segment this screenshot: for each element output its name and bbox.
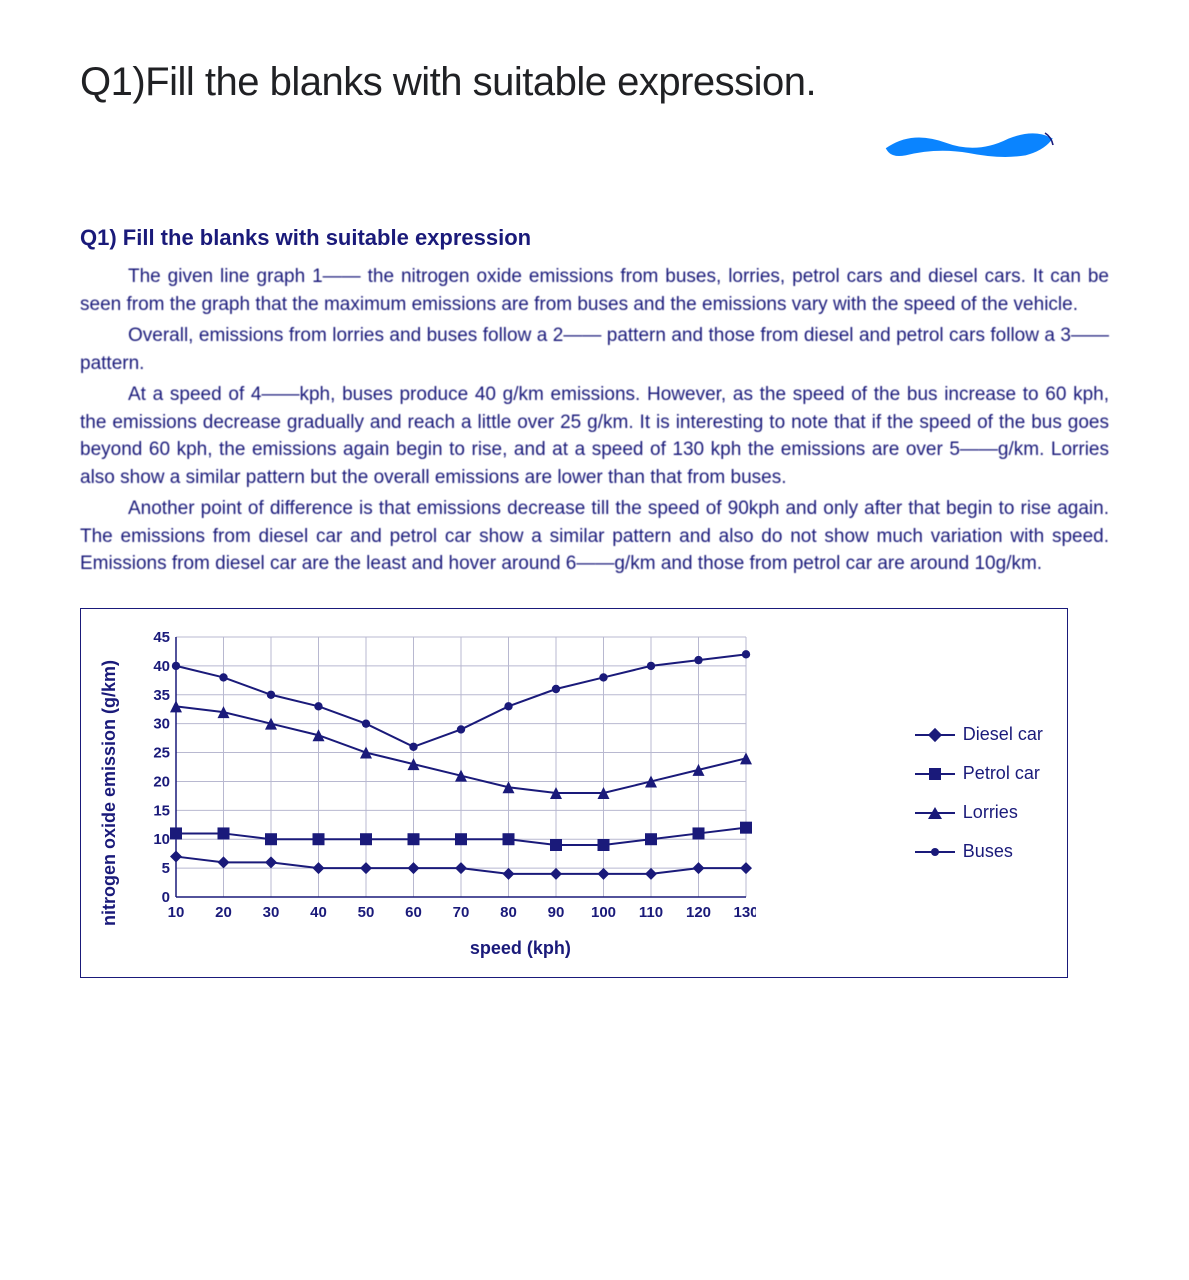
- triangle-icon: [915, 812, 955, 814]
- svg-text:30: 30: [263, 904, 280, 921]
- svg-text:35: 35: [153, 687, 170, 704]
- svg-text:30: 30: [153, 716, 170, 733]
- question-heading: Q1) Fill the blanks with suitable expres…: [80, 225, 1109, 251]
- legend-diesel: Diesel car: [915, 724, 1043, 745]
- page-title: Q1)Fill the blanks with suitable express…: [80, 60, 1109, 105]
- svg-text:20: 20: [215, 904, 232, 921]
- svg-text:10: 10: [168, 904, 185, 921]
- question-body: The given line graph 1—— the nitrogen ox…: [80, 263, 1109, 578]
- svg-text:80: 80: [500, 904, 517, 921]
- svg-text:60: 60: [405, 904, 422, 921]
- dot-icon: [915, 851, 955, 853]
- paragraph-1: The given line graph 1—— the nitrogen ox…: [80, 263, 1109, 318]
- legend-lorries: Lorries: [915, 802, 1043, 823]
- square-icon: [915, 773, 955, 775]
- svg-text:90: 90: [548, 904, 565, 921]
- svg-text:5: 5: [162, 860, 170, 877]
- svg-text:130: 130: [733, 904, 756, 921]
- legend-label: Lorries: [963, 802, 1018, 823]
- svg-text:40: 40: [310, 904, 327, 921]
- legend-buses: Buses: [915, 841, 1043, 862]
- diamond-icon: [915, 734, 955, 736]
- svg-text:25: 25: [153, 745, 170, 762]
- chart-legend: Diesel car Petrol car Lorries Buses: [915, 724, 1043, 862]
- svg-text:40: 40: [153, 658, 170, 675]
- legend-petrol: Petrol car: [915, 763, 1043, 784]
- emissions-chart: nitrogen oxide emission (g/km) 051015202…: [80, 608, 1068, 978]
- x-axis-label: speed (kph): [136, 938, 905, 959]
- legend-label: Diesel car: [963, 724, 1043, 745]
- svg-text:10: 10: [153, 831, 170, 848]
- svg-text:15: 15: [153, 802, 170, 819]
- svg-text:120: 120: [686, 904, 711, 921]
- legend-label: Buses: [963, 841, 1013, 862]
- y-axis-label: nitrogen oxide emission (g/km): [99, 660, 120, 926]
- paragraph-4: Another point of difference is that emis…: [80, 495, 1109, 578]
- paragraph-3: At a speed of 4——kph, buses produce 40 g…: [80, 381, 1109, 491]
- svg-text:50: 50: [358, 904, 375, 921]
- svg-text:45: 45: [153, 629, 170, 646]
- line-chart-svg: 0510152025303540451020304050607080901001…: [136, 627, 756, 927]
- annotation-scribble: [80, 125, 1109, 165]
- svg-text:70: 70: [453, 904, 470, 921]
- svg-text:110: 110: [639, 904, 663, 921]
- svg-text:100: 100: [591, 904, 616, 921]
- svg-text:20: 20: [153, 773, 170, 790]
- legend-label: Petrol car: [963, 763, 1040, 784]
- paragraph-2: Overall, emissions from lorries and buse…: [80, 322, 1109, 377]
